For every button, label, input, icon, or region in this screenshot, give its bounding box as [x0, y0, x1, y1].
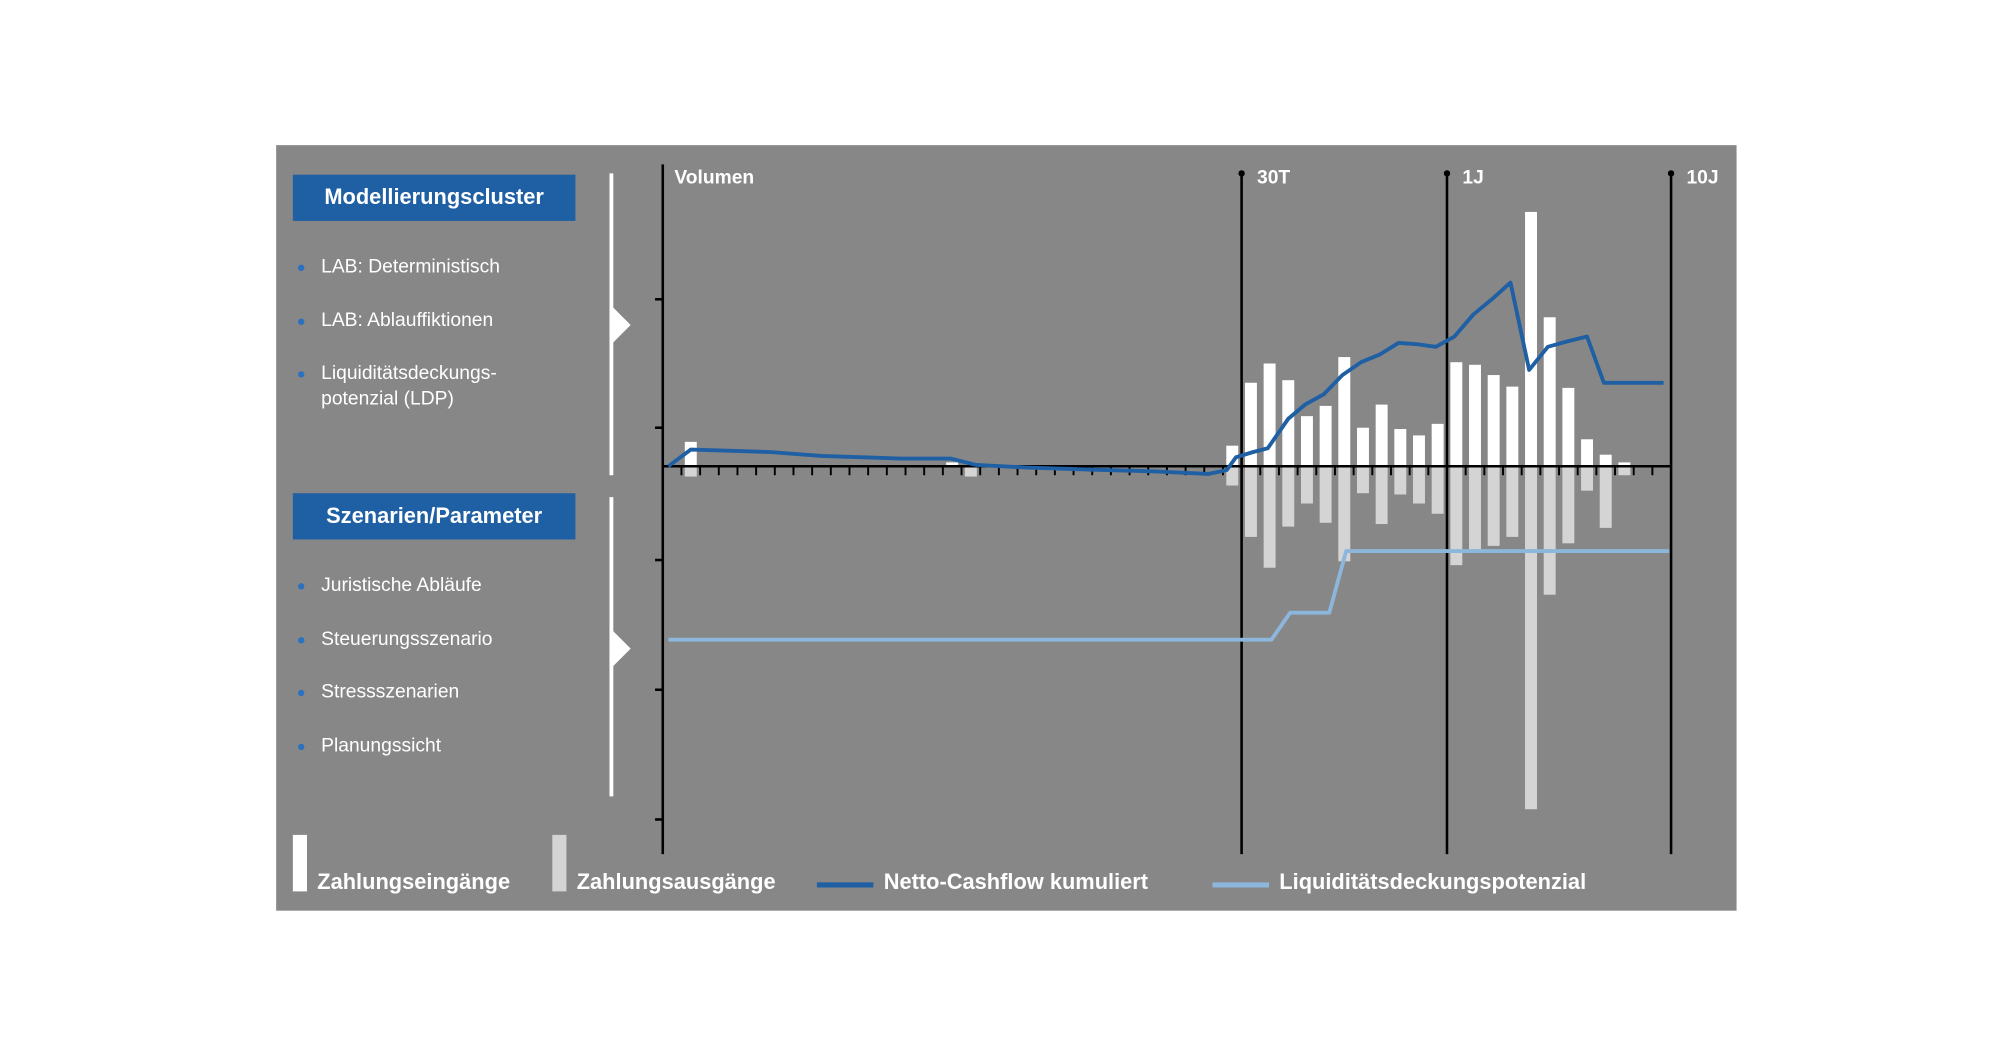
bar [1562, 466, 1575, 544]
horizon-dot [1443, 170, 1451, 177]
bar [1263, 363, 1276, 467]
arrow [612, 630, 631, 667]
list-item: Planungssicht [321, 734, 442, 756]
bar [1282, 380, 1295, 467]
bar [1413, 435, 1425, 467]
bar [1226, 466, 1239, 486]
bar [1469, 466, 1481, 550]
bar [1506, 466, 1519, 537]
horizon-dot [1667, 170, 1675, 177]
horizon-label: 1J [1462, 168, 1483, 189]
bullet [297, 371, 305, 378]
bar [684, 466, 697, 477]
bar [1319, 466, 1332, 523]
list-item: Steuerungsszenario [321, 627, 493, 650]
horizon-label: 30T [1257, 168, 1290, 189]
bar [1338, 357, 1351, 467]
bar [1431, 466, 1444, 514]
legend-swatch [292, 834, 307, 892]
section-title: Modellierungscluster [292, 174, 576, 221]
bullet [297, 743, 305, 750]
bar [946, 462, 959, 467]
bar [1413, 466, 1425, 504]
legend-label: Zahlungseingänge [317, 869, 510, 894]
bar [1226, 445, 1239, 467]
bar [1599, 466, 1612, 528]
bar [1618, 466, 1631, 476]
bar [1487, 375, 1500, 467]
bar [1543, 466, 1556, 595]
bar [1618, 462, 1631, 467]
bullet [297, 583, 305, 590]
list-item: LAB: Deterministisch [321, 255, 500, 278]
bar [1525, 466, 1537, 810]
line [667, 280, 1664, 476]
legend-label: Netto-Cashflow kumuliert [884, 869, 1148, 894]
bar [1300, 466, 1313, 504]
list-item: Stressszenarien [321, 680, 460, 703]
bullet [297, 636, 305, 643]
bullet [297, 264, 305, 272]
bar [684, 441, 697, 467]
list-item: Liquiditätsdeckungs- potenzial (LDP) [321, 362, 497, 410]
bar [1394, 466, 1407, 495]
bar [1450, 362, 1463, 467]
list-item: Juristische Abläufe [321, 574, 482, 596]
bar [964, 466, 977, 477]
y-axis-label: Volumen [674, 168, 754, 189]
bar [1338, 466, 1351, 562]
bar [1431, 423, 1444, 467]
bar [1375, 404, 1388, 467]
bar [1263, 466, 1276, 568]
bullet [297, 317, 305, 325]
bar [1581, 439, 1594, 467]
bar [1506, 386, 1519, 467]
bar [1525, 211, 1537, 467]
bar [1450, 466, 1463, 566]
bar [1244, 466, 1257, 537]
bar [1356, 466, 1369, 494]
section-title: Szenarien/Parameter [292, 493, 576, 540]
line [668, 549, 1670, 642]
bar [1487, 466, 1500, 546]
legend-label: Zahlungsausgänge [577, 869, 776, 894]
bullet [297, 689, 305, 697]
bar [1244, 382, 1257, 467]
bar [1394, 429, 1407, 467]
bar [1469, 364, 1481, 467]
bar [1319, 405, 1332, 467]
legend-label: Liquiditätsdeckungspotenzial [1279, 869, 1586, 894]
bar [1282, 466, 1295, 527]
bar [1375, 466, 1388, 525]
legend-swatch [552, 834, 567, 892]
bar [1300, 416, 1313, 467]
bar [1581, 466, 1594, 491]
bar [1599, 454, 1612, 467]
list-item: LAB: Ablauffiktionen [321, 308, 494, 331]
horizon-dot [1238, 170, 1245, 177]
arrow [612, 306, 631, 343]
bar [1356, 427, 1369, 467]
bar [1562, 387, 1575, 467]
bar [1543, 317, 1556, 467]
horizon-label: 10J [1686, 168, 1718, 189]
